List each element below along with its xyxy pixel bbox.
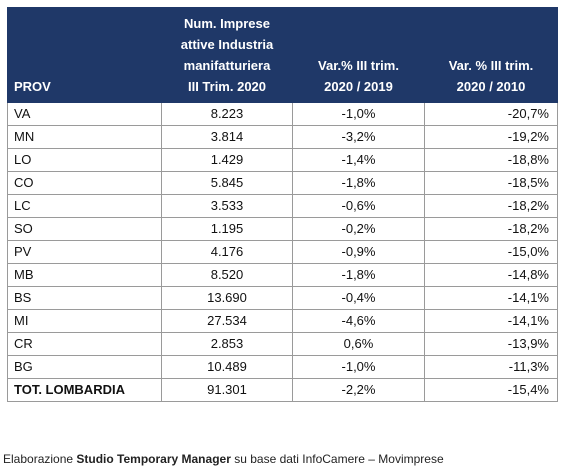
cell-imprese: 8.520 — [161, 263, 293, 287]
header-prov: PROV — [7, 7, 162, 103]
cell-var-2010: -14,8% — [424, 263, 558, 287]
table-row: BG 10.489 -1,0% -11,3% — [7, 355, 558, 379]
table-row: VA 8.223 -1,0% -20,7% — [7, 102, 558, 126]
cell-var-2019: -1,0% — [292, 102, 425, 126]
cell-prov: CR — [7, 332, 162, 356]
cell-imprese: 10.489 — [161, 355, 293, 379]
total-var-2019: -2,2% — [292, 378, 425, 402]
table-row: LC 3.533 -0,6% -18,2% — [7, 194, 558, 218]
cell-var-2019: 0,6% — [292, 332, 425, 356]
table-row: MB 8.520 -1,8% -14,8% — [7, 263, 558, 287]
total-row: TOT. LOMBARDIA 91.301 -2,2% -15,4% — [7, 378, 558, 402]
cell-imprese: 5.845 — [161, 171, 293, 195]
cell-var-2019: -4,6% — [292, 309, 425, 333]
table-row: MN 3.814 -3,2% -19,2% — [7, 125, 558, 149]
total-imprese: 91.301 — [161, 378, 293, 402]
cell-prov: PV — [7, 240, 162, 264]
cell-prov: MI — [7, 309, 162, 333]
header-imprese-line: Num. Imprese — [184, 16, 270, 31]
cell-imprese: 3.814 — [161, 125, 293, 149]
header-var-2010-line: 2020 / 2010 — [456, 79, 526, 94]
caption-studio: Studio Temporary Manager — [76, 452, 231, 466]
cell-prov: LC — [7, 194, 162, 218]
cell-prov: CO — [7, 171, 162, 195]
table-row: MI 27.534 -4,6% -14,1% — [7, 309, 558, 333]
table-header: PROV Num. Imprese attive Industria manif… — [7, 7, 558, 103]
caption-prefix: Elaborazione — [3, 452, 77, 466]
total-prov: TOT. LOMBARDIA — [7, 378, 162, 402]
cell-var-2019: -1,8% — [292, 263, 425, 287]
total-var-2010: -15,4% — [424, 378, 558, 402]
table-row: LO 1.429 -1,4% -18,8% — [7, 148, 558, 172]
header-imprese: Num. Imprese attive Industria manifattur… — [161, 7, 293, 103]
header-imprese-line: III Trim. 2020 — [187, 79, 267, 94]
cell-imprese: 4.176 — [161, 240, 293, 264]
cell-var-2010: -18,2% — [424, 217, 558, 241]
cell-var-2010: -11,3% — [424, 355, 558, 379]
cell-var-2010: -13,9% — [424, 332, 558, 356]
cell-var-2010: -20,7% — [424, 102, 558, 126]
cell-var-2019: -0,9% — [292, 240, 425, 264]
imprese-table: PROV Num. Imprese attive Industria manif… — [7, 7, 558, 402]
caption-suffix: su base dati InfoCamere – Movimprese — [230, 452, 444, 466]
cell-var-2019: -3,2% — [292, 125, 425, 149]
header-imprese-line: attive Industria — [180, 37, 274, 52]
cell-var-2010: -18,5% — [424, 171, 558, 195]
cell-var-2019: -1,4% — [292, 148, 425, 172]
table-row: BS 13.690 -0,4% -14,1% — [7, 286, 558, 310]
cell-var-2019: -0,4% — [292, 286, 425, 310]
header-var-2010: Var. % III trim. 2020 / 2010 — [424, 7, 558, 103]
cell-var-2010: -19,2% — [424, 125, 558, 149]
table-body: VA 8.223 -1,0% -20,7% MN 3.814 -3,2% -19… — [7, 102, 558, 402]
header-row: PROV Num. Imprese attive Industria manif… — [7, 7, 558, 103]
header-var-2019: Var.% III trim. 2020 / 2019 — [292, 7, 425, 103]
data-table-container: PROV Num. Imprese attive Industria manif… — [7, 7, 558, 402]
table-row: PV 4.176 -0,9% -15,0% — [7, 240, 558, 264]
cell-prov: MN — [7, 125, 162, 149]
cell-prov: SO — [7, 217, 162, 241]
cell-var-2019: -0,2% — [292, 217, 425, 241]
cell-imprese: 8.223 — [161, 102, 293, 126]
cell-var-2010: -18,8% — [424, 148, 558, 172]
cell-var-2019: -0,6% — [292, 194, 425, 218]
cell-var-2010: -14,1% — [424, 309, 558, 333]
header-var-2010-line: Var. % III trim. — [448, 58, 534, 73]
header-imprese-line: manifatturiera — [183, 58, 271, 73]
table-row: CR 2.853 0,6% -13,9% — [7, 332, 558, 356]
cell-imprese: 1.429 — [161, 148, 293, 172]
cell-imprese: 2.853 — [161, 332, 293, 356]
cell-imprese: 27.534 — [161, 309, 293, 333]
table-row: SO 1.195 -0,2% -18,2% — [7, 217, 558, 241]
cell-prov: LO — [7, 148, 162, 172]
source-caption: Elaborazione Studio Temporary Manager su… — [3, 452, 444, 466]
cell-var-2010: -18,2% — [424, 194, 558, 218]
cell-var-2019: -1,8% — [292, 171, 425, 195]
header-var-2019-line: 2020 / 2019 — [324, 79, 393, 94]
cell-var-2019: -1,0% — [292, 355, 425, 379]
header-var-2019-line: Var.% III trim. — [318, 58, 399, 73]
cell-imprese: 1.195 — [161, 217, 293, 241]
table-row: CO 5.845 -1,8% -18,5% — [7, 171, 558, 195]
cell-var-2010: -14,1% — [424, 286, 558, 310]
cell-prov: BS — [7, 286, 162, 310]
cell-prov: MB — [7, 263, 162, 287]
cell-imprese: 3.533 — [161, 194, 293, 218]
cell-var-2010: -15,0% — [424, 240, 558, 264]
cell-prov: BG — [7, 355, 162, 379]
cell-prov: VA — [7, 102, 162, 126]
cell-imprese: 13.690 — [161, 286, 293, 310]
